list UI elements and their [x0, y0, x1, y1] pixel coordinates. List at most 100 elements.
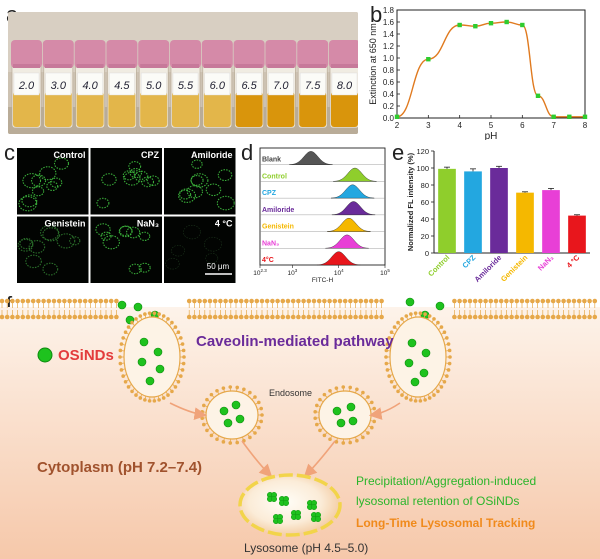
data-point: [535, 93, 541, 98]
endosome-right: [313, 385, 377, 445]
endosome-left: [200, 385, 264, 445]
vial-label: 6.5: [241, 80, 257, 92]
vial-liquid: [172, 92, 199, 127]
osind-particle: [421, 348, 431, 358]
vial-photo-svg: 2.0 3.0 4.0 4.5 5.0 5.5 6.0 6.5 7.0 7.5 8.0: [8, 12, 358, 134]
vial-cap: [201, 40, 233, 68]
category-label: NaN₃: [536, 253, 556, 273]
histogram-label: Genistein: [262, 224, 294, 231]
vial-liquid: [299, 92, 327, 127]
vial-label: 5.0: [146, 80, 162, 92]
y-tick-label: 0: [425, 249, 429, 258]
y-tick-label: 20: [421, 232, 429, 241]
osind-particle: [145, 376, 155, 386]
vial-7: 6.0: [201, 40, 233, 129]
vial-cap: [106, 40, 138, 68]
x-tick-label: 105: [380, 268, 390, 277]
osind-particle: [435, 301, 445, 311]
y-tick-label: 40: [421, 215, 429, 224]
data-point: [504, 19, 509, 25]
vial-cap: [170, 40, 201, 68]
y-tick-label: 1.0: [383, 54, 395, 63]
osind-particle: [348, 416, 358, 426]
vial-liquid: [267, 92, 295, 127]
histogram-label: 4°C: [262, 256, 274, 264]
vial-1: 2.0: [11, 40, 42, 129]
osind-particle: [404, 358, 414, 368]
vial-cap: [74, 40, 106, 68]
osind-particle: [139, 337, 149, 347]
y-tick-label: 100: [416, 164, 429, 173]
histogram-4: [331, 201, 376, 216]
data-point: [551, 114, 556, 119]
retention-line2: lysosomal retention of OSiNDs: [356, 494, 519, 508]
x-tick-label: 6: [520, 121, 525, 130]
osind-particle: [336, 418, 346, 428]
osind-particle: [346, 402, 356, 412]
vial-label: 4.5: [114, 80, 130, 92]
microscopy-grid: Control CPZ Amiloride Genistein NaN₃ 4 °C 50 μ…: [17, 148, 236, 283]
micrograph-2: CPZ: [90, 148, 162, 215]
osinds-legend-dot: [37, 347, 53, 363]
cytoplasm-label: Cytoplasm (pH 7.2–7.4): [37, 459, 202, 476]
data-point: [394, 114, 400, 119]
invagination-left: [118, 311, 186, 403]
micrograph-1: Control: [17, 148, 89, 215]
flow-cytometry-chart: Blank Control CPZ Amiloride Genistein NaN₃ 4°C…: [253, 147, 390, 283]
category-label: Genistein: [499, 253, 530, 284]
osind-particle: [332, 406, 342, 416]
osind-particle: [231, 400, 241, 410]
micrograph-label: 4 °C: [215, 219, 233, 229]
bar-3: [490, 168, 508, 253]
x-axis-label: pH: [485, 131, 498, 140]
bar-1: [438, 168, 456, 253]
histogram-3: [330, 184, 375, 199]
category-label: CPZ: [460, 253, 477, 270]
panel-d-label: d: [241, 140, 254, 165]
data-point: [582, 114, 588, 119]
micrograph-4: Genistein: [17, 216, 89, 283]
bar-2: [464, 171, 482, 253]
vial-11: 8.0: [329, 40, 358, 129]
vial-liquid: [331, 92, 358, 127]
vial-cap: [11, 40, 42, 68]
cell-membrane: [0, 298, 598, 320]
category-label: 4 °C: [565, 253, 582, 270]
osind-particle: [117, 300, 127, 310]
lysosome: [238, 473, 342, 537]
histogram-label: Amiloride: [262, 207, 294, 214]
chart-d-frame: [259, 147, 386, 266]
vial-5: 5.0: [138, 40, 170, 129]
y-tick-label: 0.0: [383, 114, 395, 123]
osind-particle: [223, 418, 233, 428]
micrograph-label: Genistein: [44, 219, 85, 229]
histogram-label: Control: [262, 173, 287, 180]
x-tick-label: 2: [395, 121, 400, 130]
histogram-label: Blank: [262, 157, 281, 164]
tracking-label: Long-Time Lysosomal Tracking: [356, 516, 535, 530]
vial-cap: [233, 40, 265, 68]
retention-line1: Precipitation/Aggregation-induced: [356, 474, 536, 488]
histogram-5: [327, 217, 371, 232]
y-tick-label: 80: [421, 181, 429, 190]
vial-label: 7.5: [305, 80, 321, 92]
vial-liquid: [108, 92, 136, 127]
vial-liquid: [76, 92, 104, 127]
vial-2: 3.0: [42, 40, 74, 129]
panel-e-label: e: [392, 140, 405, 165]
panel-c-label: c: [4, 140, 15, 165]
x-tick-label: 3: [426, 121, 431, 130]
vial-3: 4.0: [74, 40, 106, 129]
osind-particle: [405, 297, 415, 307]
transport-arrow: [303, 440, 336, 478]
micrograph-label: NaN₃: [137, 219, 159, 229]
category-label: Amiloride: [473, 253, 504, 284]
pathway-label: Caveolin-mediated pathway: [196, 333, 394, 350]
vial-label: 6.0: [210, 80, 226, 92]
category-label: Control: [426, 253, 451, 278]
chart-b-frame: [396, 9, 586, 119]
y-tick-label: 0.6: [383, 78, 395, 87]
vial-cap: [42, 40, 74, 68]
x-tick-label: 102.3: [253, 268, 267, 277]
